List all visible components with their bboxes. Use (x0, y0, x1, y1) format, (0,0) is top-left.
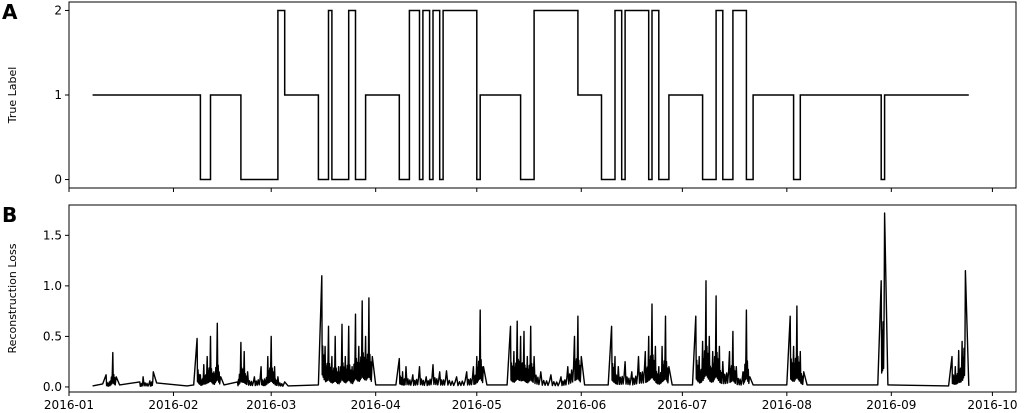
y-axis-label: True Label (6, 67, 19, 125)
x-tick-label: 2016-09 (866, 398, 916, 412)
y-tick-label: 2 (54, 3, 62, 17)
x-tick-label: 2016-04 (351, 398, 401, 412)
y-axis-label: Reconstruction Loss (6, 243, 19, 353)
x-tick-label: 2016-03 (246, 398, 296, 412)
y-tick-label: 1.5 (43, 228, 62, 242)
y-tick-label: 0.5 (43, 329, 62, 343)
x-tick-label: 2016-06 (556, 398, 606, 412)
y-tick-label: 0 (54, 173, 62, 187)
x-tick-label: 2016-08 (762, 398, 812, 412)
x-tick-label: 2016-02 (148, 398, 198, 412)
y-tick-label: 0.0 (43, 380, 62, 394)
panel-a-letter: A (2, 0, 18, 24)
x-tick-label: 2016-10 (967, 398, 1017, 412)
x-tick-label: 2016-05 (452, 398, 502, 412)
x-tick-label: 2016-01 (44, 398, 94, 412)
plot-frame (68, 204, 1017, 393)
reconstruction-loss-line (92, 212, 970, 387)
panel-b-reconstruction-loss-chart: 0.0 0.5 1.0 1.5 2016-01 2016-02 2016-03 2016-04… (6, 204, 1017, 412)
x-tick-label: 2016-07 (657, 398, 707, 412)
y-tick-label: 1 (54, 88, 62, 102)
panel-b-letter: B (2, 203, 17, 227)
panel-a-true-label-chart: 0 1 2 True Label (6, 1, 1017, 192)
y-tick-label: 1.0 (43, 279, 62, 293)
true-label-line (92, 9, 969, 181)
